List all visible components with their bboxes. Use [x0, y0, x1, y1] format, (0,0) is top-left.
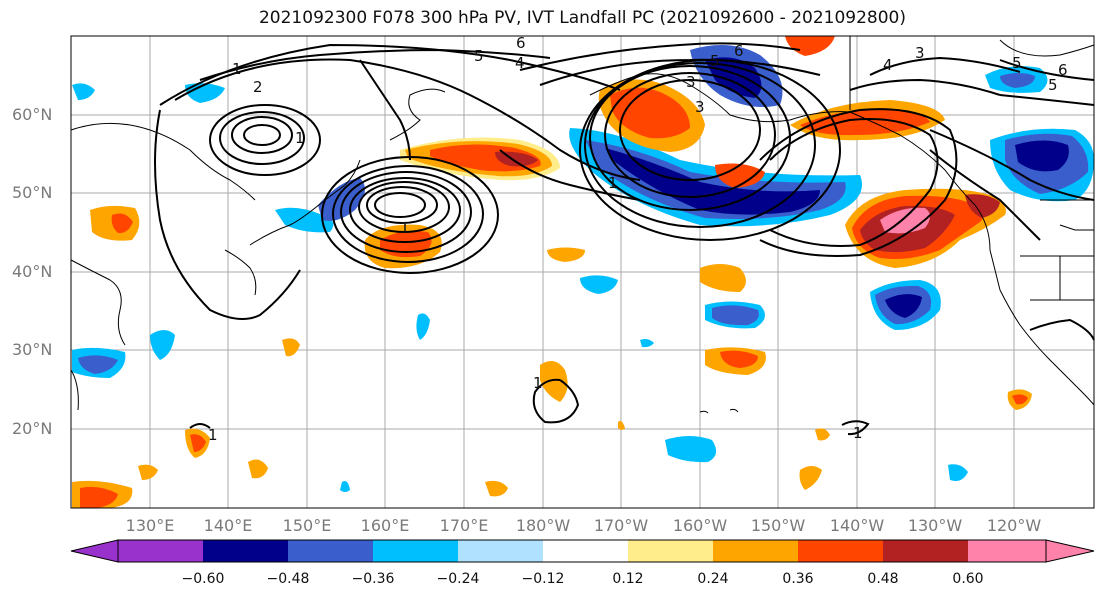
contour-label: 6	[734, 42, 744, 60]
colorbar-bin	[883, 540, 968, 562]
lat-label: 30°N	[12, 340, 53, 359]
lon-label: 140°W	[829, 516, 885, 535]
coastlines	[70, 36, 1095, 414]
lat-label: 50°N	[12, 183, 53, 202]
colorbar-tick-label: 0.24	[697, 571, 729, 587]
colorbar-extend-max	[1045, 539, 1095, 563]
colorbar-bin	[203, 540, 288, 562]
contour-label: 3	[915, 44, 925, 62]
lon-label: 140°E	[203, 516, 253, 535]
map-title: 2021092300 F078 300 hPa PV, IVT Landfall…	[258, 8, 906, 28]
contour-label: 4	[883, 56, 893, 74]
contour-label: 4	[515, 54, 525, 72]
lon-label: 120°W	[986, 516, 1042, 535]
lat-label: 60°N	[12, 105, 53, 124]
contour-label: 3	[695, 98, 705, 116]
colorbar-tick-label: −0.36	[351, 571, 395, 587]
colorbar-tick-label: −0.48	[266, 571, 310, 587]
colorbar-bin	[458, 540, 543, 562]
colorbar-bin	[968, 540, 1046, 562]
colorbar-extend-min	[70, 539, 119, 563]
contour-label: 1	[533, 374, 543, 392]
colorbar-bin	[628, 540, 713, 562]
pv-contours	[154, 42, 1095, 436]
colorbar-tick-label: 0.12	[612, 571, 644, 587]
lon-label: 170°W	[593, 516, 649, 535]
lon-label: 180°W	[515, 516, 571, 535]
map-frame	[70, 35, 1095, 509]
colorbar-tick-label: 0.36	[782, 571, 814, 587]
contour-label: 3	[686, 73, 696, 91]
contour-label: 1	[232, 60, 242, 78]
contour-label: 6	[1058, 61, 1068, 79]
colorbar-bin	[118, 540, 203, 562]
lon-label: 130°W	[907, 516, 963, 535]
contour-label: 1	[208, 426, 218, 444]
colorbar-outline	[117, 539, 1047, 563]
contour-label: 6	[516, 34, 526, 52]
colorbar-bin	[798, 540, 883, 562]
contour-label: 1	[853, 424, 863, 442]
contour-label: 5	[710, 52, 720, 70]
colorbar	[70, 539, 1095, 563]
contour-label: 2	[253, 78, 263, 96]
lon-label: 150°W	[750, 516, 806, 535]
lon-label: 150°E	[282, 516, 332, 535]
lon-label: 160°E	[360, 516, 410, 535]
colorbar-tick-label: −0.12	[521, 571, 565, 587]
lon-label: 170°E	[439, 516, 489, 535]
lat-label: 40°N	[12, 262, 53, 281]
contour-label: 5	[474, 47, 484, 65]
contour-label: 1	[608, 174, 618, 192]
lat-label: 20°N	[12, 419, 53, 438]
colorbar-tick-label: −0.24	[436, 571, 480, 587]
contour-labels: 1 2 1 6 5 4 5 6 3 4 5 3 3 1 6 5 1 1 1 1	[208, 34, 1068, 444]
contour-label: 1	[400, 219, 410, 237]
colorbar-tick-label: 0.48	[867, 571, 899, 587]
colorbar-bin	[713, 540, 798, 562]
lon-label: 130°E	[125, 516, 175, 535]
colorbar-tick-label: −0.60	[181, 571, 225, 587]
lon-label: 160°W	[672, 516, 728, 535]
contour-label: 1	[295, 129, 305, 147]
colorbar-bin	[288, 540, 373, 562]
colorbar-bin	[543, 540, 628, 562]
colorbar-tick-label: 0.60	[952, 571, 984, 587]
colorbar-bin	[373, 540, 458, 562]
contour-label: 5	[1012, 54, 1022, 72]
contour-label: 5	[1048, 76, 1058, 94]
